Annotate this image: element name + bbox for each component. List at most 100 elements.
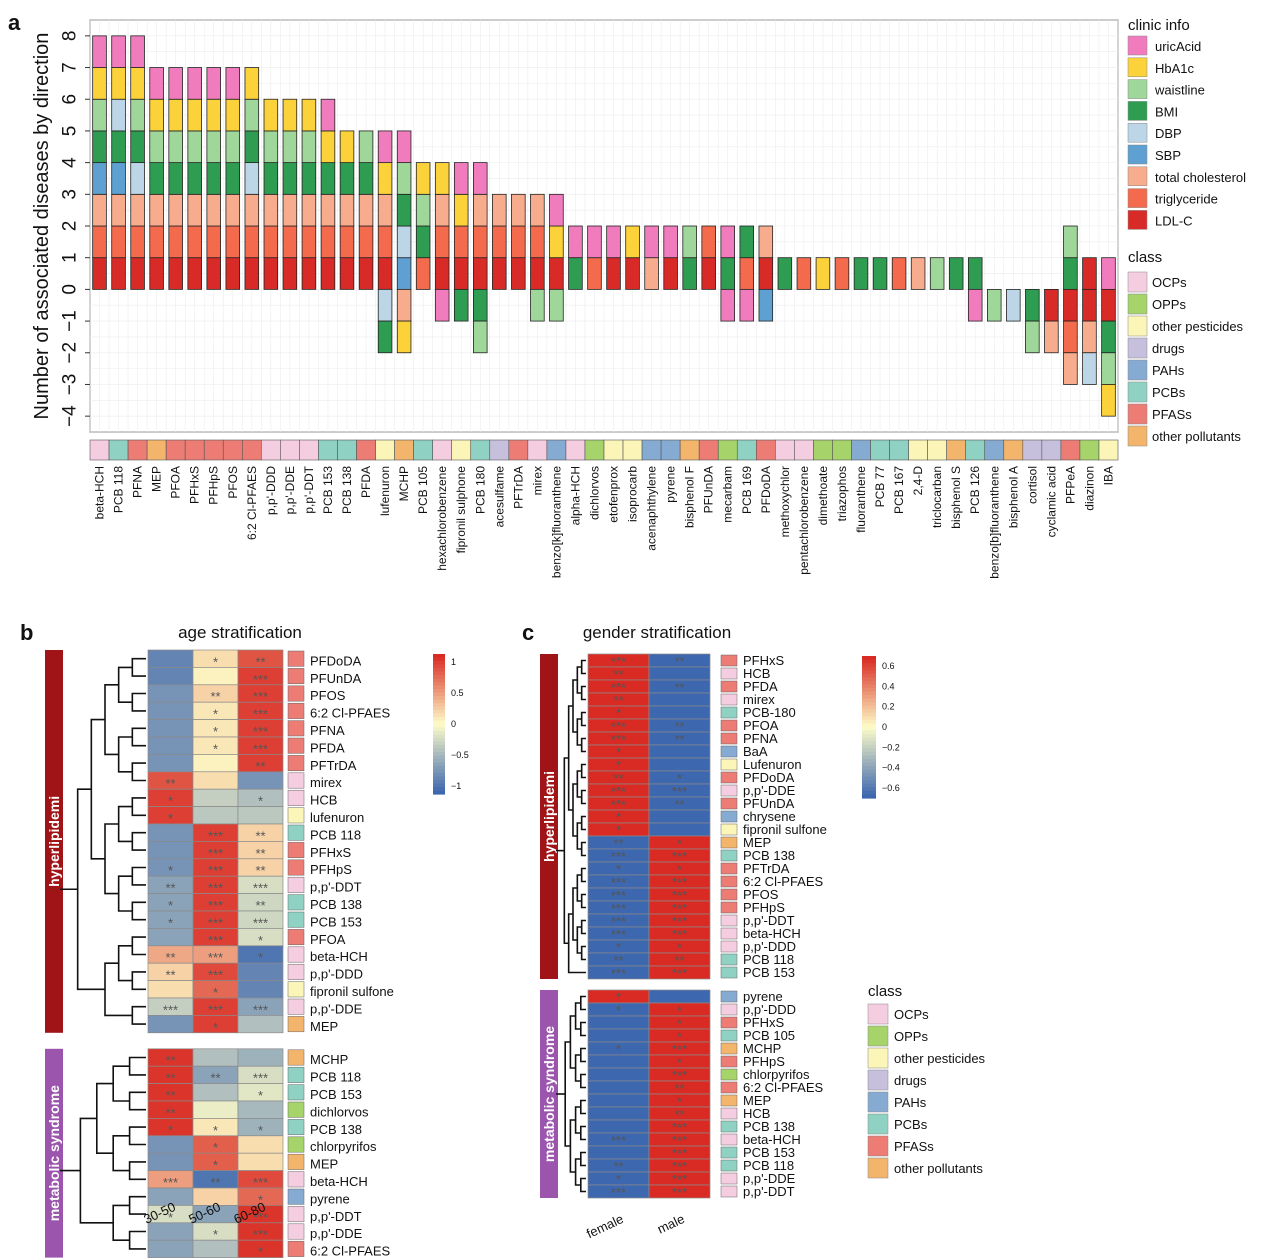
x-tick-label: mecarbam (721, 466, 735, 523)
row-class-swatch (287, 755, 305, 772)
group-label: metabolic syndrome (541, 1026, 557, 1162)
dendrogram-branch (117, 736, 133, 773)
significance-label: * (213, 741, 218, 756)
row-label: PCB 153 (743, 1145, 795, 1160)
bar-segment-neg-diazinon-total cholesterol (1082, 320, 1097, 354)
row-class-swatch (720, 823, 738, 836)
bar-segment-PCB 153-uricAcid (320, 98, 336, 132)
group-bar (540, 654, 558, 979)
colorbar-step (433, 762, 445, 767)
row-label: PFUnDA (743, 796, 795, 811)
row-label: dichlorvos (310, 1104, 369, 1119)
significance-label: * (258, 1088, 263, 1103)
y-axis-title: Number of associated diseases by directi… (31, 33, 53, 420)
significance-label: *** (208, 1002, 223, 1017)
heatmap-cell (587, 1093, 650, 1108)
row-class-swatch (287, 842, 305, 859)
colorbar-step (862, 727, 876, 732)
significance-label: * (258, 1245, 263, 1259)
colorbar-step (433, 682, 445, 687)
row-class-swatch (720, 901, 738, 914)
row-class-swatch (287, 737, 305, 754)
bar-segment-beta-HCH-triglyceride (92, 225, 107, 259)
bar-segment-beta-HCH-SBP (92, 162, 107, 195)
row-class-swatch (720, 862, 738, 875)
y-tick-label: 4 (60, 157, 81, 168)
x-tick-label: PFHxS (188, 466, 202, 504)
bar-segment-neg-diazinon-LDL-C (1082, 288, 1097, 322)
significance-label: *** (672, 901, 687, 916)
row-class-swatch (720, 1094, 738, 1107)
significance-label: * (616, 1003, 621, 1018)
significance-label: ** (613, 667, 623, 682)
bar-segment-MEP-waistline (149, 130, 164, 164)
significance-label: ** (674, 1081, 684, 1096)
bar-segment-lufenuron-HbA1c (377, 162, 393, 195)
significance-label: * (258, 933, 263, 948)
row-label: p,p'-DDE (310, 1001, 363, 1016)
x-tick-label: fipronil sulphone (454, 466, 468, 554)
dendrogram-branch (128, 1230, 146, 1250)
colorbar-step (862, 769, 876, 774)
row-label: PCB 118 (743, 1158, 794, 1173)
bar-segment-neg-hexachlorobenzene-uricAcid (434, 288, 450, 322)
colorbar-step (433, 699, 445, 704)
bar-segment-PFOA-uricAcid (168, 67, 183, 100)
row-class-swatch (287, 1066, 305, 1083)
row-class-swatch (720, 940, 738, 953)
row-label: PCB 153 (743, 965, 795, 980)
row-class-swatch (720, 654, 738, 667)
bar-segment-PCB 138-HbA1c (339, 130, 355, 164)
heatmap-cell (147, 823, 194, 842)
legend-label-total cholesterol: total cholesterol (1155, 170, 1246, 185)
dendrogram-branch (90, 718, 105, 860)
row-label: 6:2 Cl-PFAES (310, 706, 391, 721)
bar-segment-MEP-HbA1c (149, 98, 164, 132)
bar-segment-PCB 153-total cholesterol (320, 193, 336, 227)
bar-segment-neg-mirex-waistline (530, 288, 545, 322)
dendrogram-branch (580, 1151, 586, 1167)
row-class-swatch (720, 1003, 738, 1016)
x-tick-label: PFDoDA (759, 466, 773, 513)
colorbar-step (862, 766, 876, 771)
class-strip-p,p'-DDD (261, 439, 281, 461)
significance-label: ** (165, 881, 175, 896)
x-tick-label: p,p'-DDT (302, 465, 316, 513)
row-class-swatch (720, 1081, 738, 1094)
heatmap-cell (237, 1100, 284, 1119)
bar-segment-mirex-LDL-C (530, 257, 545, 290)
bar-segment-p,p'-DDD-waistline (263, 130, 279, 164)
heatmap-cell (147, 667, 194, 686)
legend-label-waistline: waistline (1154, 83, 1205, 98)
bar-segment-PCB 169-triglyceride (739, 257, 755, 290)
colorbar-step (433, 689, 445, 694)
bar-segment-PFTrDA-triglyceride (511, 225, 526, 259)
row-class-swatch (287, 1084, 305, 1101)
colorbar-step (433, 675, 445, 680)
dendrogram-branch (131, 831, 146, 851)
bar-segment-MEP-BMI (149, 162, 164, 195)
dendrogram-branch (104, 823, 119, 895)
group-label: hyperlipidemi (541, 771, 557, 862)
row-label: PFNA (310, 723, 345, 738)
class-legend-swatch-drugs (1127, 337, 1148, 359)
significance-label: ** (255, 654, 265, 669)
row-label: beta-HCH (310, 949, 368, 964)
colorbar-step (433, 713, 445, 718)
significance-label: * (213, 1158, 218, 1173)
row-label: PFOA (743, 718, 779, 733)
heatmap-cell (648, 744, 711, 759)
bar-segment-hexachlorobenzene-triglyceride (434, 225, 450, 259)
significance-label: *** (611, 1133, 626, 1148)
dendrogram-branch (580, 1177, 586, 1193)
x-tick-label: hexachlorobenzene (435, 466, 449, 571)
x-tick-label: PFTrDA (511, 466, 525, 509)
significance-label: *** (208, 863, 223, 878)
colorbar-step (862, 702, 876, 707)
row-label: PFOS (310, 688, 346, 703)
bar-segment-acesulfame-total cholesterol (492, 193, 507, 227)
column-label: female (584, 1211, 626, 1241)
bar-segment-PCB 118-DBP (111, 98, 126, 132)
row-label: PFDA (743, 679, 778, 694)
colorbar-step (433, 668, 445, 673)
